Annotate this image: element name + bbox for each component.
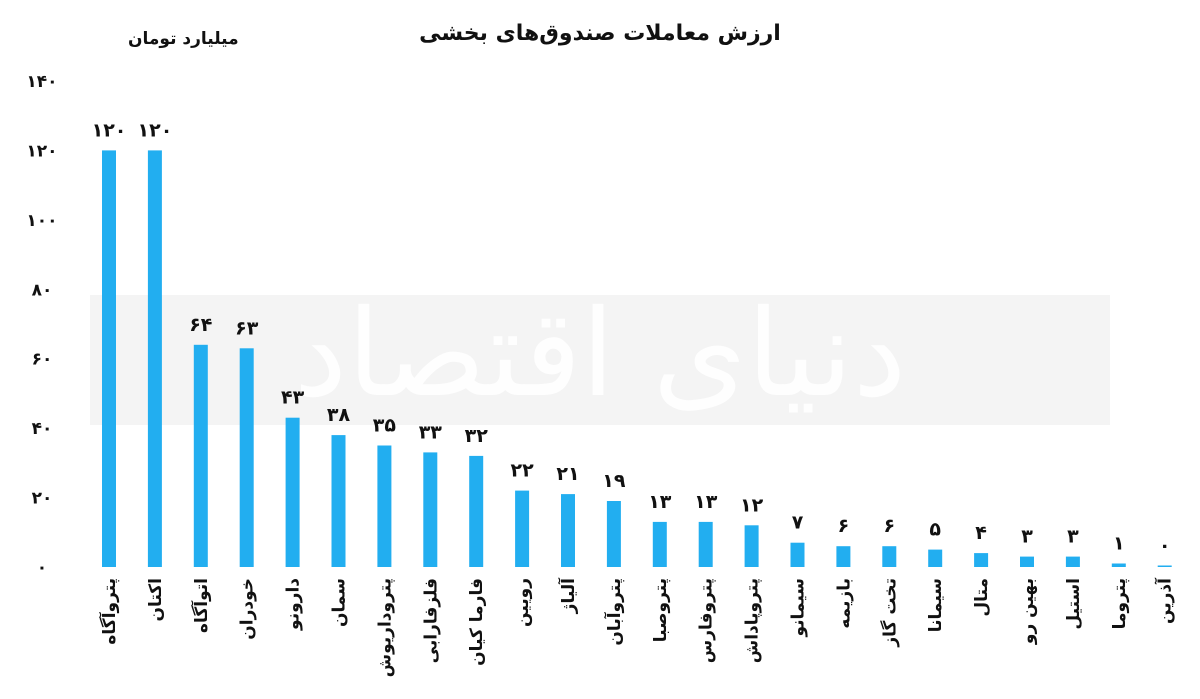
value-label: ۳ xyxy=(1021,526,1033,548)
value-label: ۱۳ xyxy=(694,491,718,513)
x-tick-label: پتروداریوش xyxy=(375,578,395,677)
y-tick-label: ۴۰ xyxy=(32,419,53,439)
x-tick-label: دارونو xyxy=(284,578,304,631)
value-label: ۲۱ xyxy=(556,463,579,485)
bar xyxy=(744,525,759,567)
bar xyxy=(974,553,989,567)
x-tick-label: فارما کیان xyxy=(467,578,487,666)
value-label: ۷ xyxy=(792,512,804,534)
x-tick-label: اکتان xyxy=(146,578,166,622)
bar xyxy=(652,521,667,567)
bar xyxy=(1065,556,1080,567)
bar xyxy=(147,150,162,567)
value-label: ۱۲ xyxy=(740,494,764,516)
bar xyxy=(285,417,300,567)
y-axis-ticks: ۰ ۲۰ ۴۰ ۶۰ ۸۰ ۱۰۰ ۱۲۰ ۱۴۰ xyxy=(26,72,57,578)
bar xyxy=(377,445,392,567)
value-label: ۳۲ xyxy=(465,425,489,447)
bar xyxy=(423,452,438,567)
y-tick-label: ۱۲۰ xyxy=(26,141,57,161)
bar xyxy=(193,344,208,567)
x-tick-label: پتروما xyxy=(1110,578,1130,629)
x-tick-label: رویین xyxy=(513,578,533,627)
bar xyxy=(1157,565,1172,567)
x-tick-label: سمان xyxy=(330,578,350,627)
bar xyxy=(882,546,897,567)
x-tick-label: متال xyxy=(972,578,992,617)
x-tick-label: سیمانو xyxy=(789,578,809,637)
bar xyxy=(469,455,484,567)
value-label: ۶۴ xyxy=(189,314,212,336)
bar xyxy=(561,494,575,567)
y-tick-label: ۶۰ xyxy=(32,350,53,370)
x-tick-label: آلیاژ xyxy=(557,577,579,614)
bar xyxy=(515,490,530,567)
x-tick-label: پتروصبا xyxy=(651,578,671,642)
bar xyxy=(331,435,346,567)
value-label: ۱ xyxy=(1113,533,1125,555)
value-label: ۵ xyxy=(929,519,941,541)
bar xyxy=(698,521,713,567)
bars xyxy=(102,150,1172,567)
watermark-text: دنیای اقتصاد xyxy=(294,285,907,424)
x-tick-label: بازیمه xyxy=(834,578,854,629)
value-label: ۱۹ xyxy=(602,470,626,492)
y-tick-label: ۸۰ xyxy=(32,280,53,300)
value-label: ۳۸ xyxy=(327,404,351,426)
bar xyxy=(102,150,116,567)
chart-title: ارزش معاملات صندوق‌های بخشی xyxy=(419,21,781,46)
y-tick-label: ۲۰ xyxy=(32,489,53,509)
bar xyxy=(606,501,621,567)
bar xyxy=(836,546,851,567)
x-tick-label: سیمانا xyxy=(926,578,946,632)
value-label: ۱۲۰ xyxy=(92,119,127,141)
x-tick-label: پتروپاداش xyxy=(743,578,763,663)
value-label: ۳۵ xyxy=(373,415,397,437)
value-label: ۴۳ xyxy=(281,387,305,409)
value-label: ۶ xyxy=(838,515,850,537)
x-tick-label: آذرین xyxy=(1154,577,1176,624)
x-tick-label: تخت گاز xyxy=(879,578,900,648)
y-tick-label: ۱۰۰ xyxy=(26,211,57,231)
x-tick-label: پتروآبان xyxy=(603,578,625,646)
x-tick-label: فلزفارابی xyxy=(421,578,441,663)
bar xyxy=(1020,556,1034,567)
value-label: ۱۲۰ xyxy=(138,119,173,141)
value-label: ۶۳ xyxy=(235,317,259,339)
value-label: ۶ xyxy=(883,515,895,537)
bar xyxy=(239,348,254,567)
x-tick-label: خودران xyxy=(238,578,258,640)
bar xyxy=(1111,563,1126,567)
x-axis-labels: پتروآگاه اکتان اتوآگاه خودران دارونو سمان پترو… xyxy=(98,577,1176,677)
bar xyxy=(790,542,805,567)
y-axis-unit: میلیارد تومان xyxy=(128,29,239,49)
value-label: ۰ xyxy=(1159,535,1171,557)
value-label: ۳ xyxy=(1067,526,1079,548)
x-tick-label: استیل xyxy=(1064,578,1084,630)
watermark: دنیای اقتصاد xyxy=(90,285,1110,425)
bar xyxy=(928,549,943,567)
x-tick-label: اتوآگاه xyxy=(190,578,212,633)
value-label: ۲۲ xyxy=(510,460,534,482)
value-label: ۴ xyxy=(975,522,987,544)
y-tick-label: ۱۴۰ xyxy=(26,72,57,92)
x-tick-label: پتروفارس xyxy=(697,578,717,663)
x-tick-label: بهین رو xyxy=(1018,578,1038,645)
x-tick-label: پتروآگاه xyxy=(98,578,120,645)
value-label: ۱۳ xyxy=(648,491,672,513)
watermark-band xyxy=(90,295,1110,425)
value-label: ۳۳ xyxy=(419,421,443,443)
y-tick-label: ۰ xyxy=(37,558,47,578)
